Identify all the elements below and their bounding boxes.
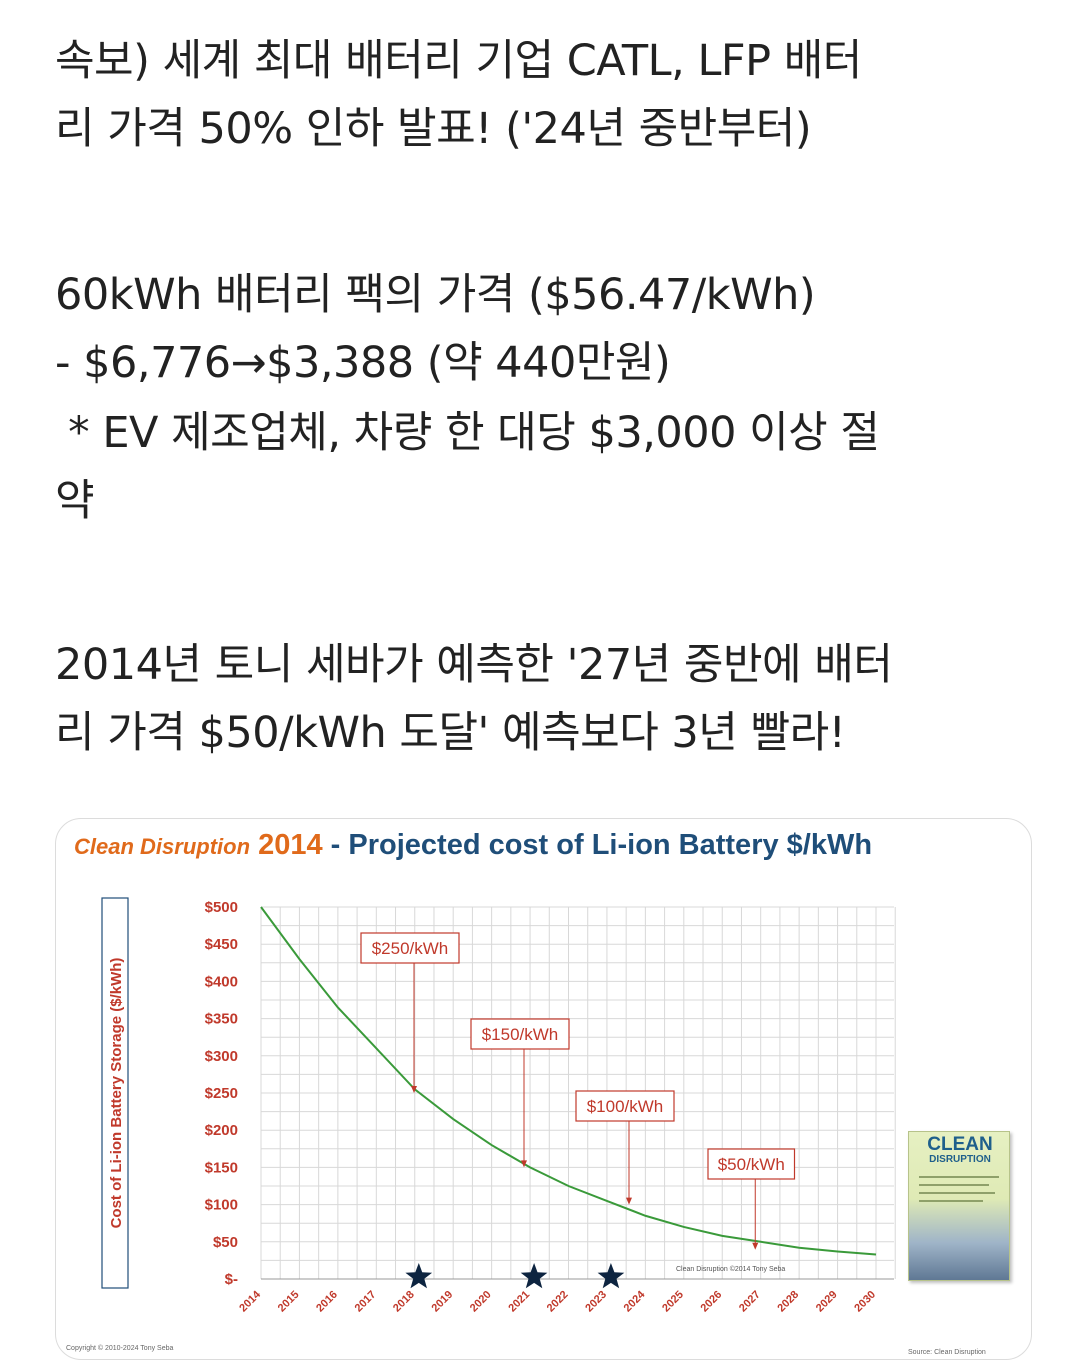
annotation-arrowhead — [411, 1086, 417, 1093]
chart-grid — [260, 906, 896, 1280]
star-marker — [597, 1263, 625, 1289]
y-axis-ticks: $500 $450 $400 $350 $300 $250 $200 $150 $100 $50 $… — [205, 899, 238, 1288]
x-tick-label: 2020 — [468, 1289, 494, 1315]
x-tick-label: 2023 — [583, 1289, 609, 1315]
annotation-arrowhead — [752, 1242, 759, 1250]
x-tick-label: 2026 — [699, 1289, 725, 1315]
annotation-label: $50/kWh — [718, 1155, 785, 1174]
headline-line-1: 속보) 세계 최대 배터리 기업 CATL, LFP 배터 — [55, 36, 862, 86]
y-tick-label: $150 — [205, 1159, 238, 1176]
inner-credit: Clean Disruption ©2014 Tony Seba — [676, 1265, 785, 1273]
x-tick-label: 2024 — [622, 1288, 648, 1314]
x-tick-label: 2021 — [506, 1289, 532, 1315]
y-axis-label-wrap: Cost of Li-ion Battery Storage ($/kWh) — [101, 897, 129, 1289]
x-tick-label: 2029 — [814, 1289, 840, 1315]
annotation: $250/kWh — [360, 932, 460, 1093]
annotation-box — [575, 1090, 675, 1122]
y-tick-label: $50 — [213, 1234, 238, 1251]
chart-title-year: 2014 — [258, 829, 323, 861]
book-subtitle: DISRUPTION — [929, 1154, 991, 1165]
series-line-group — [260, 906, 877, 1256]
chart-title-brand: Clean Disruption — [74, 834, 251, 859]
annotation-box — [707, 1148, 796, 1180]
annotation-box — [360, 932, 460, 964]
star-marker — [520, 1263, 548, 1289]
x-tick-label: 2022 — [545, 1289, 571, 1315]
book-text-line — [919, 1184, 989, 1186]
y-tick-label: $- — [225, 1271, 238, 1288]
copyright-text: Copyright © 2010-2024 Tony Seba — [66, 1345, 174, 1352]
annotation-box — [470, 1018, 570, 1050]
battery-cost-chart: Cost of Li-ion Battery Storage ($/kWh) $… — [101, 897, 896, 1314]
y-axis-label-box — [101, 897, 129, 1289]
annotation-arrowhead — [626, 1197, 632, 1205]
book-title: CLEAN — [927, 1134, 993, 1155]
annotation-arrowhead — [521, 1160, 527, 1168]
x-tick-label: 2017 — [353, 1289, 379, 1315]
chart-title-main: Projected cost of Li-ion Battery $/kWh — [348, 829, 873, 861]
book-cover-image: CLEAN DISRUPTION — [908, 1131, 1010, 1281]
x-axis-ticks: 2014 2015 2016 2017 2018 2019 2020 2021 2022 2023… — [237, 1288, 878, 1314]
y-tick-label: $350 — [205, 1011, 238, 1028]
annotations: $250/kWh $150/kWh $100/kWh $50/kWh — [360, 932, 796, 1250]
x-tick-label: 2030 — [852, 1289, 878, 1315]
annotation-label: $100/kWh — [587, 1097, 664, 1116]
source-text: Source: Clean Disruption — [908, 1349, 986, 1356]
detail-line-3: * EV 제조업체, 차량 한 대당 $3,000 이상 절 — [55, 408, 880, 458]
detail-line-4: 약 — [55, 476, 95, 526]
prediction-line-2: 리 가격 $50/kWh 도달' 예측보다 3년 빨라! — [55, 708, 846, 758]
x-tick-label: 2015 — [276, 1289, 302, 1315]
y-tick-label: $500 — [205, 899, 238, 916]
annotation: $100/kWh — [575, 1090, 675, 1205]
prediction-line-1: 2014년 토니 세바가 예측한 '27년 중반에 배터 — [55, 640, 893, 690]
y-tick-label: $250 — [205, 1085, 238, 1102]
y-axis-label: Cost of Li-ion Battery Storage ($/kWh) — [108, 958, 125, 1229]
x-tick-label: 2018 — [391, 1289, 417, 1315]
star-marker — [405, 1263, 433, 1289]
x-tick-label: 2019 — [430, 1289, 456, 1315]
annotation: $50/kWh — [707, 1148, 796, 1250]
headline-line-2: 리 가격 50% 인하 발표! ('24년 중반부터) — [55, 104, 812, 154]
chart-title: Clean Disruption 2014 - Projected cost o… — [74, 829, 1024, 862]
book-text-line — [919, 1192, 995, 1194]
star-markers — [405, 1263, 625, 1289]
annotation-label: $250/kWh — [372, 939, 449, 958]
y-tick-label: $400 — [205, 973, 238, 990]
chart-title-sep: - — [330, 829, 349, 861]
x-tick-label: 2028 — [775, 1289, 801, 1315]
y-axis-label-group: Cost of Li-ion Battery Storage ($/kWh) — [101, 897, 129, 1289]
detail-line-1: 60kWh 배터리 팩의 가격 ($56.47/kWh) — [55, 270, 816, 320]
y-tick-label: $100 — [205, 1197, 238, 1214]
detail-line-2: - $6,776→$3,388 (약 440만원) — [55, 338, 671, 388]
x-tick-label: 2014 — [237, 1288, 263, 1314]
book-text-line — [919, 1200, 983, 1202]
book-text-line — [919, 1176, 999, 1178]
series-line — [260, 906, 877, 1256]
x-tick-label: 2027 — [737, 1289, 763, 1315]
chart-image: Clean Disruption 2014 - Projected cost o… — [55, 818, 1032, 1360]
x-tick-label: 2025 — [660, 1289, 686, 1315]
y-tick-label: $300 — [205, 1048, 238, 1065]
annotation: $150/kWh — [470, 1018, 570, 1168]
y-tick-label: $450 — [205, 936, 238, 953]
annotation-label: $150/kWh — [482, 1025, 559, 1044]
x-tick-label: 2016 — [314, 1289, 340, 1315]
y-tick-label: $200 — [205, 1122, 238, 1139]
